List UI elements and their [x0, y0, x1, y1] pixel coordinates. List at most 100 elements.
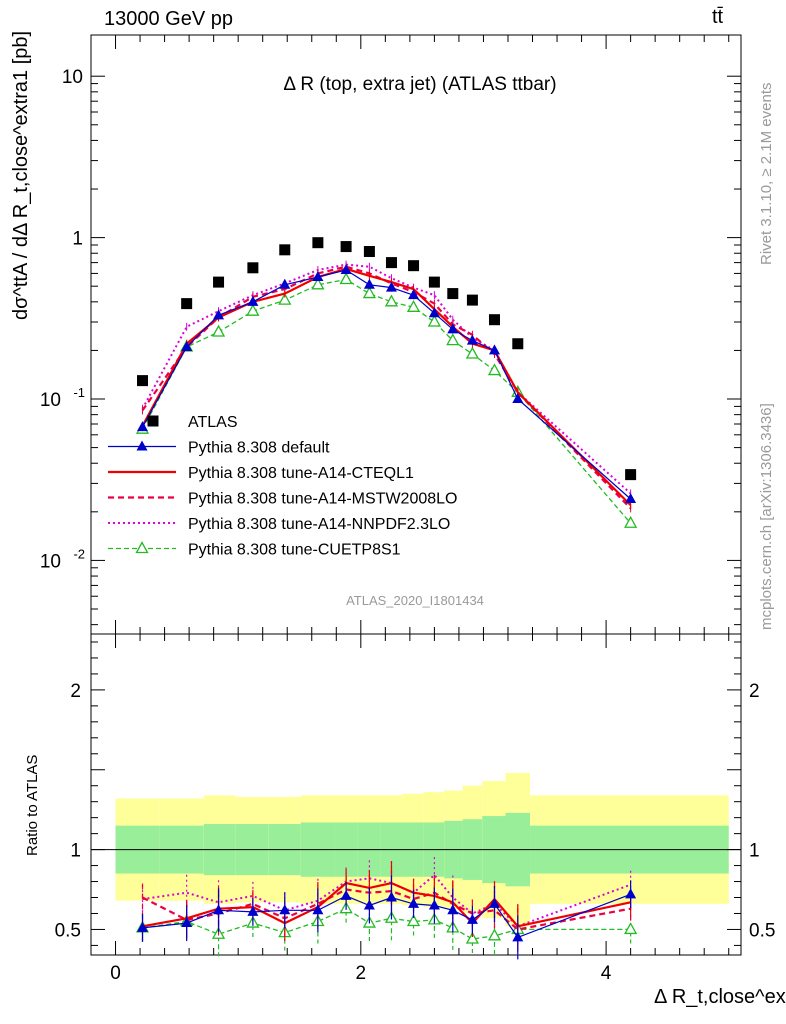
ratio-point-default	[625, 888, 637, 899]
point-default	[363, 278, 375, 289]
ratio-point-cuetp8s1	[406, 914, 421, 927]
point-default	[488, 344, 500, 355]
point-cuetp8s1	[362, 286, 376, 299]
data-point-atlas	[428, 276, 440, 288]
header-right: tt̄	[712, 6, 724, 28]
ratio-line-cteql1	[142, 881, 631, 928]
ratio-y-tick-label-right: 1	[749, 841, 760, 862]
legend-label-cuetp8s1: Pythia 8.308 tune-CUETP8S1	[188, 542, 401, 559]
data-point-atlas	[512, 338, 524, 350]
ratio-point-default	[408, 897, 420, 908]
data-point-atlas	[247, 262, 259, 274]
point-default	[312, 271, 324, 282]
series-line-nnpdf	[141, 263, 632, 495]
ratio-point-default	[363, 899, 375, 910]
ratio-y-tick-label-right: 2	[749, 681, 760, 702]
ratio-point-default	[428, 899, 440, 910]
series-line-cuetp8s1	[141, 278, 632, 524]
point-default	[181, 341, 193, 352]
ratio-point-cuetp8s1	[465, 931, 480, 944]
point-default	[340, 263, 352, 274]
point-cuetp8s1	[465, 346, 480, 359]
data-point-atlas	[181, 298, 193, 310]
point-default	[447, 323, 459, 334]
y-tick-label: 10	[62, 67, 83, 88]
legend-label-default: Pythia 8.308 default	[188, 440, 330, 457]
y-tick-label: 1	[72, 229, 83, 250]
ratio-point-default	[512, 931, 524, 942]
data-point-atlas	[408, 260, 420, 272]
point-default	[466, 334, 478, 345]
legend: ATLAS Pythia 8.308 default Pythia 8.308 tu…	[108, 414, 457, 559]
y-tick-label: 10	[40, 551, 61, 572]
rivet-version-text: Rivet 3.1.10, ≥ 2.1M events	[758, 82, 775, 266]
ratio-point-default	[247, 905, 259, 916]
ratio-plot: 0.5 0.5 1 1 2 2 0 2 4	[55, 633, 775, 984]
data-point-atlas	[363, 246, 375, 258]
legend-marker-default	[136, 440, 148, 451]
ratio-plot-frame	[90, 633, 742, 956]
main-plot: 10 -2 10 -1 1 10 Δ R (top, extra jet) (ATLAS t…	[40, 34, 742, 635]
chart-title: Δ R (top, extra jet) (ATLAS ttbar)	[283, 74, 556, 95]
point-default	[213, 309, 225, 320]
x-axis-label: Δ R_t,close^extra1	[654, 986, 786, 1008]
point-cuetp8s1	[311, 277, 325, 290]
x-tick-label: 4	[601, 963, 612, 984]
point-cuetp8s1	[406, 299, 421, 312]
main-y-axis-label-text: dσ^ttA / dΔ R_t,close^extra1 [pb]	[10, 30, 32, 320]
y-tick-label-exponent: -2	[73, 546, 85, 561]
legend-label-data: ATLAS	[188, 414, 238, 431]
analysis-watermark: ATLAS_2020_I1801434	[346, 593, 484, 608]
x-tick-label: 2	[356, 963, 367, 984]
point-cuetp8s1	[487, 363, 502, 376]
ratio-point-default	[181, 917, 193, 928]
legend-label-cteql1: Pythia 8.308 tune-A14-CTEQL1	[188, 465, 414, 482]
point-default	[512, 393, 524, 404]
series-line-default	[141, 269, 631, 500]
ratio-point-default	[385, 891, 397, 902]
point-default	[279, 278, 291, 289]
ratio-point-default	[312, 904, 324, 915]
point-cuetp8s1	[446, 333, 460, 346]
point-default	[137, 421, 149, 432]
point-cuetp8s1	[427, 314, 441, 327]
y-tick-label: 10	[40, 390, 61, 411]
main-y-axis-label: dσ^ttA / dΔ R_t,close^extra1 [pb]	[10, 20, 33, 320]
ratio-point-default	[447, 904, 459, 915]
ratio-point-default	[488, 897, 500, 908]
x-tick-label: 0	[110, 963, 121, 984]
data-point-atlas	[466, 294, 478, 306]
ratio-point-cuetp8s1	[487, 928, 502, 941]
point-cuetp8s1	[624, 515, 638, 528]
header-left: 13000 GeV pp	[104, 8, 233, 30]
y-tick-label-exponent: -1	[73, 385, 85, 400]
legend-marker-atlas	[147, 415, 159, 427]
data-point-atlas	[447, 288, 459, 300]
ratio-point-default	[340, 889, 352, 900]
ratio-y-tick-label: 0.5	[55, 920, 81, 941]
point-default	[625, 493, 637, 504]
data-point-atlas	[279, 244, 291, 256]
ratio-y-tick-label: 2	[70, 681, 81, 702]
point-default	[385, 281, 397, 292]
ratio-y-tick-label-right: 0.5	[749, 920, 775, 941]
data-point-atlas	[488, 314, 500, 326]
point-cuetp8s1	[384, 294, 399, 307]
point-cuetp8s1	[339, 272, 353, 285]
legend-label-nnpdf: Pythia 8.308 tune-A14-NNPDF2.3LO	[188, 516, 450, 533]
data-point-atlas	[385, 257, 397, 269]
data-point-atlas	[312, 237, 324, 249]
ratio-point-default	[279, 904, 291, 915]
data-point-atlas	[340, 241, 352, 253]
data-point-atlas	[625, 469, 637, 481]
point-cuetp8s1	[211, 324, 226, 337]
data-point-atlas	[137, 375, 149, 387]
ratio-line-default	[142, 893, 631, 939]
ratio-point-cuetp8s1	[624, 922, 638, 935]
ratio-line-cuetp8s1	[142, 907, 631, 940]
data-point-atlas	[213, 276, 225, 288]
point-default	[247, 295, 259, 306]
ratio-point-default	[466, 913, 478, 924]
ratio-point-default	[213, 904, 225, 915]
